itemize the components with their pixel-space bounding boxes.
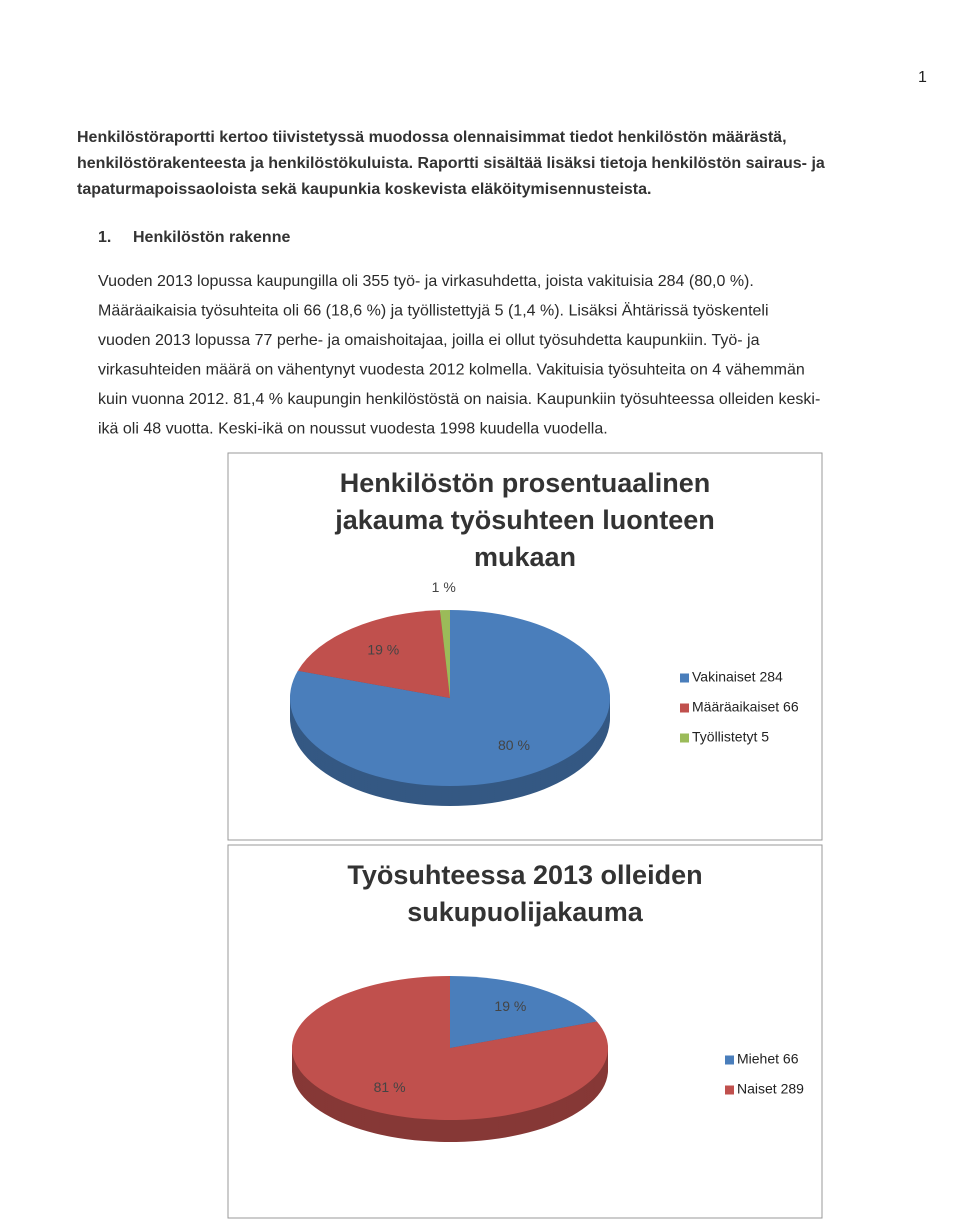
legend-label: Naiset 289 (737, 1081, 804, 1097)
chart-title: jakauma työsuhteen luonteen (334, 505, 715, 535)
slice (291, 976, 608, 1120)
slice (297, 610, 450, 698)
intro-line: Henkilöstöraportti kertoo tiivistetyssä … (77, 129, 787, 146)
chart-title: Henkilöstön prosentuaalinen (340, 468, 711, 498)
legend-label: Vakinaiset 284 (692, 669, 783, 685)
paragraph-line: vuoden 2013 lopussa 77 perhe- ja omaisho… (98, 332, 760, 349)
legend-swatch (680, 733, 689, 743)
legend-label: Miehet 66 (737, 1051, 799, 1067)
chart-title: sukupuolijakauma (407, 897, 644, 927)
paragraph-line: Määräaikaisia työsuhteita oli 66 (18,6 %… (98, 302, 769, 320)
paragraph-line: virkasuhteiden määrä on vähentynyt vuode… (98, 362, 805, 379)
paragraph-line: kuin vuonna 2012. 81,4 % kaupungin henki… (98, 391, 820, 408)
chart-frame (227, 844, 823, 1219)
slice (439, 610, 450, 698)
page-number: 1 (918, 69, 927, 86)
chart-frame (227, 452, 823, 841)
paragraph-line: ikä oli 48 vuotta. Keski-ikä on noussut … (98, 421, 608, 438)
chart-title: Työsuhteessa 2013 olleiden (347, 860, 702, 890)
value-label: 19 % (367, 641, 399, 657)
intro-line: tapaturmapoissaoloista sekä kaupunkia ko… (77, 181, 651, 198)
value-label: 1 % (432, 579, 456, 595)
legend-swatch (725, 1055, 734, 1065)
chart-title: mukaan (474, 542, 576, 572)
value-label: 80 % (498, 737, 530, 753)
paragraph-line: Vuoden 2013 lopussa kaupungilla oli 355 … (98, 273, 754, 290)
slice (450, 976, 597, 1048)
legend-swatch (680, 673, 689, 683)
value-label: 81 % (374, 1079, 406, 1095)
intro-line: henkilöstörakenteesta ja henkilöstökului… (77, 155, 825, 172)
section-title: Henkilöstön rakenne (133, 229, 290, 246)
legend-label: Työllistetyt 5 (692, 729, 769, 745)
value-label: 19 % (494, 998, 526, 1014)
legend-swatch (680, 703, 689, 713)
section-number: 1. (98, 229, 111, 246)
legend-swatch (725, 1085, 734, 1095)
legend-label: Määräaikaiset 66 (692, 699, 799, 715)
